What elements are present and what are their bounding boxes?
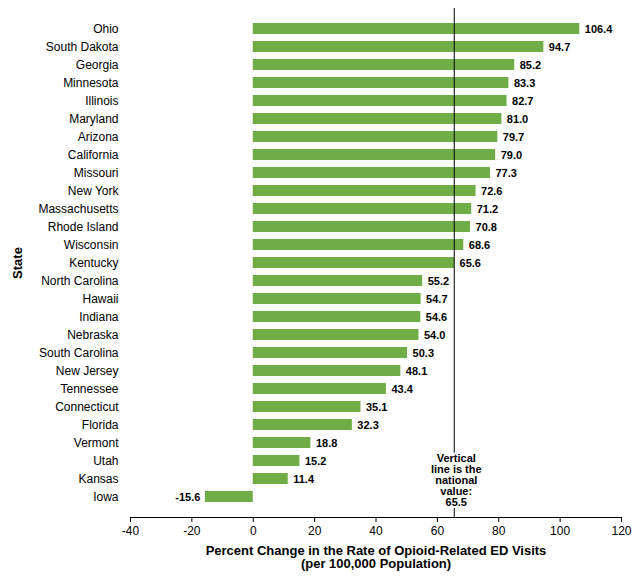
svg-text:-20: -20 [183, 524, 201, 538]
svg-text:54.6: 54.6 [426, 311, 447, 323]
svg-text:Verticalline is thenationalval: Verticalline is thenationalvalue:65.5 [431, 452, 482, 508]
svg-text:Ohio: Ohio [93, 22, 119, 36]
svg-text:0: 0 [250, 524, 257, 538]
svg-text:15.2: 15.2 [305, 455, 326, 467]
svg-text:New Jersey: New Jersey [56, 364, 119, 378]
svg-text:Florida: Florida [82, 418, 119, 432]
svg-text:48.1: 48.1 [406, 365, 427, 377]
svg-text:77.3: 77.3 [495, 167, 516, 179]
svg-text:California: California [68, 148, 119, 162]
svg-text:Kansas: Kansas [78, 472, 118, 486]
svg-text:20: 20 [308, 524, 322, 538]
svg-text:Kentucky: Kentucky [69, 256, 118, 270]
svg-text:40: 40 [369, 524, 383, 538]
svg-text:Iowa: Iowa [93, 490, 119, 504]
svg-text:94.7: 94.7 [549, 41, 570, 53]
svg-text:83.3: 83.3 [514, 77, 535, 89]
svg-text:Indiana: Indiana [79, 310, 119, 324]
svg-text:Utah: Utah [93, 454, 118, 468]
svg-text:60: 60 [431, 524, 445, 538]
svg-text:81.0: 81.0 [507, 113, 528, 125]
svg-text:-40: -40 [122, 524, 140, 538]
svg-text:Maryland: Maryland [69, 112, 118, 126]
svg-text:72.6: 72.6 [481, 185, 502, 197]
svg-text:32.3: 32.3 [357, 419, 378, 431]
svg-text:Vermont: Vermont [74, 436, 119, 450]
svg-text:Hawaii: Hawaii [82, 292, 118, 306]
svg-text:Missouri: Missouri [74, 166, 119, 180]
svg-text:80: 80 [492, 524, 506, 538]
svg-text:Wisconsin: Wisconsin [64, 238, 119, 252]
svg-text:South Carolina: South Carolina [39, 346, 119, 360]
svg-text:South Dakota: South Dakota [46, 40, 119, 54]
svg-text:Rhode Island: Rhode Island [48, 220, 119, 234]
svg-text:North Carolina: North Carolina [41, 274, 119, 288]
svg-text:Nebraska: Nebraska [67, 328, 119, 342]
svg-text:55.2: 55.2 [428, 275, 449, 287]
svg-text:State: State [10, 247, 25, 279]
svg-text:68.6: 68.6 [469, 239, 490, 251]
svg-text:120: 120 [611, 524, 631, 538]
svg-text:54.0: 54.0 [424, 329, 445, 341]
svg-text:35.1: 35.1 [366, 401, 387, 413]
svg-text:Massachusetts: Massachusetts [38, 202, 118, 216]
svg-text:Minnesota: Minnesota [63, 76, 119, 90]
svg-text:Tennessee: Tennessee [60, 382, 118, 396]
svg-text:71.2: 71.2 [477, 203, 498, 215]
svg-text:43.4: 43.4 [391, 383, 413, 395]
svg-text:Connecticut: Connecticut [55, 400, 119, 414]
svg-text:100: 100 [550, 524, 570, 538]
svg-text:79.0: 79.0 [501, 149, 522, 161]
svg-text:85.2: 85.2 [520, 59, 541, 71]
svg-text:Percent Change in the Rate of: Percent Change in the Rate of Opioid-Rel… [206, 543, 547, 571]
svg-text:-15.6: -15.6 [175, 491, 200, 503]
svg-text:11.4: 11.4 [293, 473, 315, 485]
svg-text:18.8: 18.8 [316, 437, 337, 449]
svg-text:New York: New York [68, 184, 120, 198]
svg-text:Georgia: Georgia [76, 58, 119, 72]
svg-text:65.6: 65.6 [460, 257, 481, 269]
svg-text:106.4: 106.4 [585, 23, 613, 35]
svg-text:Illinois: Illinois [85, 94, 118, 108]
svg-text:70.8: 70.8 [476, 221, 497, 233]
svg-text:82.7: 82.7 [512, 95, 533, 107]
svg-text:79.7: 79.7 [503, 131, 524, 143]
svg-text:54.7: 54.7 [426, 293, 447, 305]
svg-text:Arizona: Arizona [78, 130, 119, 144]
svg-text:50.3: 50.3 [413, 347, 434, 359]
